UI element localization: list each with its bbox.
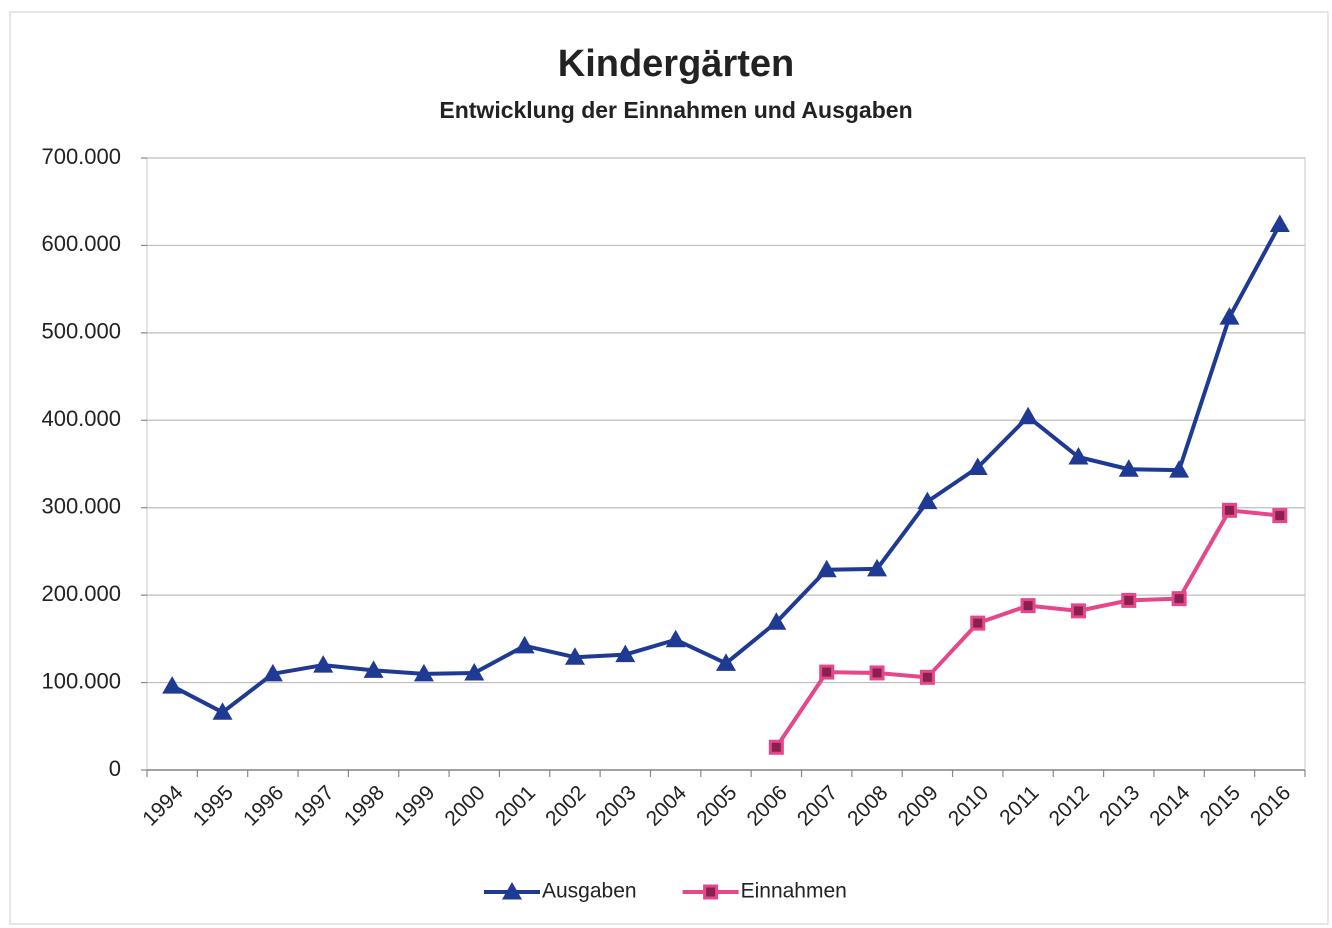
y-tick-label: 500.000 — [41, 319, 121, 344]
marker — [1272, 508, 1288, 524]
x-tick-label: 2004 — [642, 781, 692, 831]
marker — [514, 635, 535, 654]
marker — [716, 653, 736, 671]
legend-label: Ausgaben — [542, 880, 637, 903]
marker — [970, 615, 986, 631]
y-tick-label: 600.000 — [41, 231, 121, 256]
marker — [1118, 459, 1139, 477]
y-tick-label: 400.000 — [41, 406, 121, 431]
x-tick-label: 2008 — [843, 781, 892, 830]
marker — [919, 669, 935, 685]
chart-border — [9, 11, 1329, 925]
legend-label: Einnahmen — [741, 880, 847, 903]
marker — [1070, 603, 1086, 619]
marker — [703, 884, 719, 900]
y-tick-label: 300.000 — [41, 494, 121, 519]
chart-subtitle: Entwicklung der Einnahmen und Ausgaben — [439, 97, 912, 123]
x-tick-label: 1997 — [289, 781, 338, 830]
marker — [917, 491, 938, 510]
marker — [665, 629, 686, 648]
marker — [212, 702, 233, 720]
x-tick-label: 2007 — [793, 781, 842, 830]
marker — [1018, 406, 1039, 425]
marker — [1068, 447, 1089, 465]
marker — [162, 676, 183, 694]
chart-title: Kindergärten — [558, 43, 794, 85]
x-tick-label: 2013 — [1095, 781, 1144, 830]
x-tick-label: 1995 — [189, 781, 238, 830]
marker — [413, 663, 434, 682]
y-tick-label: 700.000 — [41, 144, 121, 169]
legend-item: Einnahmen — [682, 880, 847, 903]
x-tick-label: 2011 — [995, 781, 1043, 829]
legend-item: Ausgaben — [484, 880, 637, 903]
series-line — [171, 223, 1282, 715]
y-tick-label: 0 — [109, 756, 121, 781]
x-tick-label: 2014 — [1145, 781, 1195, 831]
marker — [1020, 598, 1036, 614]
x-tick-label: 2015 — [1196, 781, 1245, 830]
y-tick-label: 100.000 — [41, 668, 121, 693]
x-tick-label: 2002 — [541, 781, 590, 830]
marker — [1221, 502, 1237, 518]
series-line — [774, 508, 1281, 749]
marker — [1169, 460, 1190, 478]
x-tick-label: 2005 — [692, 781, 741, 830]
marker — [1219, 307, 1240, 325]
marker — [867, 558, 888, 577]
x-tick-label: 1994 — [138, 781, 188, 831]
x-tick-label: 2001 — [491, 781, 540, 830]
marker — [564, 647, 585, 665]
marker — [615, 644, 636, 663]
marker — [816, 559, 837, 578]
x-tick-label: 1996 — [239, 781, 288, 830]
marker — [363, 660, 384, 678]
x-tick-label: 2012 — [1045, 781, 1094, 830]
marker — [1121, 592, 1137, 608]
series — [768, 502, 1288, 755]
marker — [967, 457, 988, 475]
marker — [869, 665, 885, 681]
y-tick-label: 200.000 — [41, 581, 121, 606]
marker — [766, 612, 787, 630]
marker — [768, 739, 784, 755]
marker — [262, 663, 283, 682]
x-tick-label: 2006 — [743, 781, 792, 830]
x-tick-label: 1998 — [340, 781, 389, 830]
x-tick-label: 2016 — [1246, 781, 1295, 830]
marker — [819, 664, 835, 680]
x-tick-label: 2009 — [894, 781, 943, 830]
x-tick-label: 2000 — [440, 781, 489, 830]
x-tick-label: 2010 — [944, 781, 993, 830]
x-tick-label: 2003 — [591, 781, 640, 830]
marker — [313, 655, 334, 673]
x-tick-label: 1999 — [390, 781, 439, 830]
marker — [502, 882, 522, 900]
marker — [1171, 591, 1187, 607]
series — [162, 214, 1290, 720]
marker — [464, 662, 485, 681]
marker — [1269, 214, 1290, 232]
